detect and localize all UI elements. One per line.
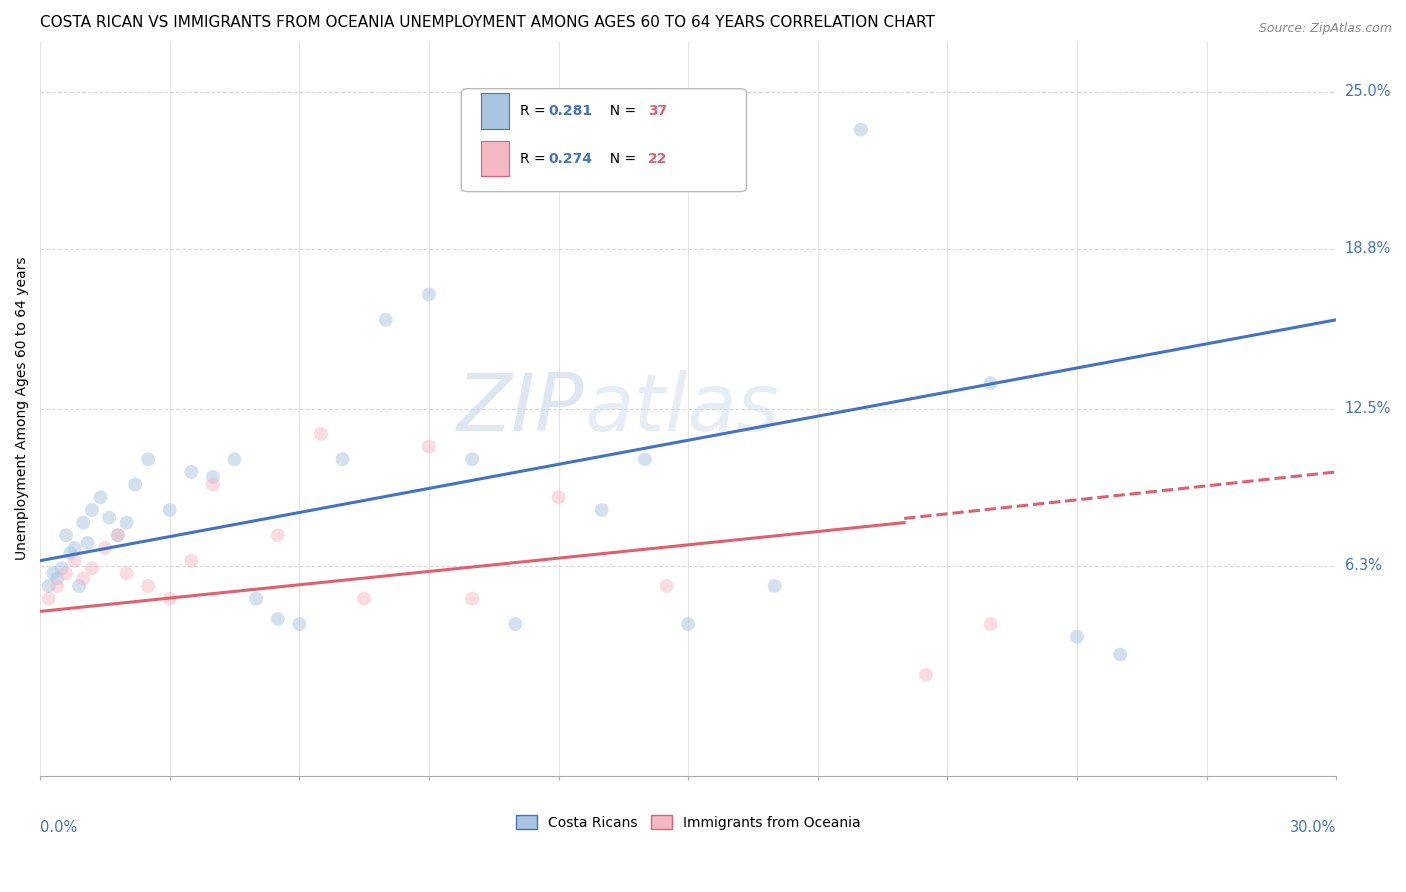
Point xyxy=(107,528,129,542)
Point xyxy=(63,554,86,568)
Point xyxy=(136,579,159,593)
Point xyxy=(72,571,94,585)
Point xyxy=(267,612,290,626)
Point xyxy=(72,516,94,530)
Text: 6.3%: 6.3% xyxy=(1344,558,1381,574)
Point xyxy=(309,426,332,441)
FancyBboxPatch shape xyxy=(461,88,747,192)
Point xyxy=(159,591,181,606)
Point xyxy=(38,591,60,606)
Point xyxy=(591,503,613,517)
Point xyxy=(374,313,396,327)
Point xyxy=(1109,648,1132,662)
Point xyxy=(55,528,77,542)
Point xyxy=(288,617,311,632)
Point xyxy=(505,617,527,632)
Point xyxy=(655,579,678,593)
Point xyxy=(80,561,103,575)
Point xyxy=(201,470,224,484)
Text: 0.274: 0.274 xyxy=(548,152,592,166)
Point xyxy=(115,516,138,530)
Text: ZIP: ZIP xyxy=(457,369,585,448)
Point xyxy=(763,579,786,593)
Point xyxy=(124,477,146,491)
Text: COSTA RICAN VS IMMIGRANTS FROM OCEANIA UNEMPLOYMENT AMONG AGES 60 TO 64 YEARS CO: COSTA RICAN VS IMMIGRANTS FROM OCEANIA U… xyxy=(41,15,935,30)
FancyBboxPatch shape xyxy=(481,94,509,128)
Text: 0.0%: 0.0% xyxy=(41,821,77,835)
Point xyxy=(267,528,290,542)
Point xyxy=(46,571,69,585)
Point xyxy=(353,591,375,606)
Point xyxy=(136,452,159,467)
Text: 0.281: 0.281 xyxy=(548,104,592,118)
FancyBboxPatch shape xyxy=(481,141,509,177)
Point xyxy=(55,566,77,581)
Text: 12.5%: 12.5% xyxy=(1344,401,1391,416)
Point xyxy=(38,579,60,593)
Point xyxy=(98,510,121,524)
Point xyxy=(224,452,246,467)
Point xyxy=(914,667,936,681)
Text: R =: R = xyxy=(520,104,550,118)
Point xyxy=(461,591,484,606)
Text: 30.0%: 30.0% xyxy=(1289,821,1336,835)
Text: 37: 37 xyxy=(648,104,668,118)
Text: 25.0%: 25.0% xyxy=(1344,84,1391,99)
Point xyxy=(634,452,657,467)
Text: 22: 22 xyxy=(648,152,668,166)
Legend: Costa Ricans, Immigrants from Oceania: Costa Ricans, Immigrants from Oceania xyxy=(510,810,866,836)
Text: N =: N = xyxy=(602,104,641,118)
Point xyxy=(42,566,65,581)
Point xyxy=(90,490,112,504)
Text: N =: N = xyxy=(602,152,641,166)
Point xyxy=(46,579,69,593)
Point xyxy=(418,287,440,301)
Point xyxy=(849,122,872,136)
Point xyxy=(76,536,98,550)
Point xyxy=(461,452,484,467)
Point xyxy=(115,566,138,581)
Point xyxy=(180,465,202,479)
Point xyxy=(201,477,224,491)
Point xyxy=(94,541,117,555)
Point xyxy=(547,490,569,504)
Point xyxy=(67,579,90,593)
Text: R =: R = xyxy=(520,152,550,166)
Point xyxy=(80,503,103,517)
Point xyxy=(63,541,86,555)
Point xyxy=(107,528,129,542)
Point xyxy=(1066,630,1088,644)
Y-axis label: Unemployment Among Ages 60 to 64 years: Unemployment Among Ages 60 to 64 years xyxy=(15,257,30,560)
Text: Source: ZipAtlas.com: Source: ZipAtlas.com xyxy=(1258,22,1392,36)
Point xyxy=(59,546,82,560)
Point xyxy=(159,503,181,517)
Point xyxy=(51,561,73,575)
Point xyxy=(332,452,354,467)
Point xyxy=(980,617,1002,632)
Point xyxy=(245,591,267,606)
Text: 18.8%: 18.8% xyxy=(1344,242,1391,256)
Point xyxy=(980,376,1002,391)
Text: atlas: atlas xyxy=(585,369,779,448)
Point xyxy=(180,554,202,568)
Point xyxy=(418,440,440,454)
Point xyxy=(676,617,699,632)
